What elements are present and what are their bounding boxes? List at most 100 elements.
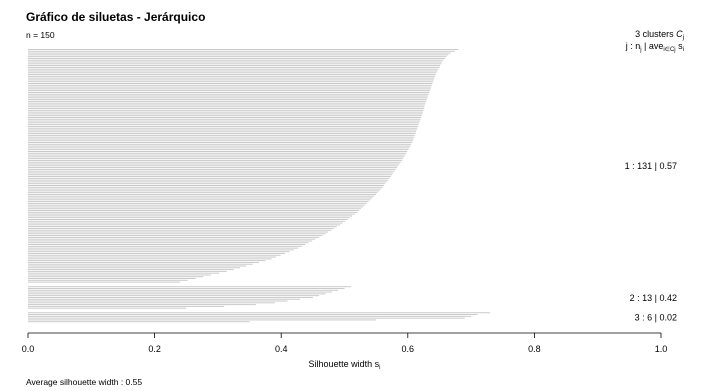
silhouette-bar-c1-40	[28, 118, 421, 120]
x-tick-label-4: 0.6	[402, 344, 415, 354]
silhouette-bar-c1-125	[28, 270, 227, 272]
silhouette-bar-c2-11	[28, 304, 256, 306]
silhouette-bar-c1-65	[28, 163, 400, 165]
silhouette-bar-c1-56	[28, 147, 410, 149]
silhouette-bar-c1-26	[28, 93, 429, 95]
silhouette-bar-c1-20	[28, 83, 433, 84]
silhouette-bar-c1-123	[28, 267, 241, 269]
silhouette-bar-c1-64	[28, 161, 401, 163]
silhouette-bar-c1-8	[28, 61, 442, 63]
silhouette-bar-c1-127	[28, 274, 211, 276]
cluster-legend: 1 : 131 | 0.57 2 : 13 | 0.42 3 : 6 | 0.02 3…	[625, 29, 684, 323]
silhouette-bar-c1-98	[28, 222, 343, 224]
chart-title: Gráfico de siluetas - Jerárquico	[26, 10, 206, 24]
silhouette-bar-c1-57	[28, 149, 409, 151]
silhouette-bar-c1-9	[28, 63, 442, 65]
silhouette-bar-c3-1	[28, 312, 491, 314]
silhouette-bar-c1-67	[28, 167, 398, 169]
cluster-label-3: 3 : 6 | 0.02	[635, 313, 677, 323]
silhouette-bar-c1-36	[28, 111, 423, 113]
silhouette-bar-c1-27	[28, 95, 429, 97]
silhouette-bar-c1-28	[28, 97, 428, 99]
silhouette-bar-c2-13	[28, 307, 187, 309]
silhouette-bar-c1-77	[28, 184, 384, 186]
silhouette-bar-c2-9	[28, 300, 288, 302]
silhouette-bar-c1-78	[28, 186, 383, 188]
silhouette-bar-c1-4	[28, 54, 449, 56]
silhouette-bar-c1-48	[28, 133, 416, 135]
silhouette-bar-c1-68	[28, 168, 396, 170]
silhouette-bar-c1-96	[28, 218, 348, 220]
silhouette-bar-c1-88	[28, 204, 365, 206]
silhouette-bar-c1-59	[28, 152, 407, 154]
legend-header-columns: j : nj | avei∈Cj si	[625, 41, 684, 53]
silhouette-bar-c1-32	[28, 104, 425, 106]
silhouette-bar-c1-82	[28, 193, 377, 195]
silhouette-bar-c1-105	[28, 235, 323, 237]
silhouette-bar-c3-3	[28, 315, 472, 317]
silhouette-bar-c1-76	[28, 183, 386, 185]
silhouette-bar-c1-50	[28, 136, 415, 138]
silhouette-bar-c2-10	[28, 302, 275, 304]
silhouette-bar-c1-106	[28, 236, 320, 238]
silhouette-bar-c1-121	[28, 263, 253, 265]
silhouette-bar-c1-108	[28, 240, 313, 242]
silhouette-bar-c1-79	[28, 188, 382, 190]
silhouette-bar-c1-47	[28, 131, 417, 133]
silhouette-bar-c1-107	[28, 238, 316, 240]
silhouette-bar-c1-10	[28, 65, 441, 67]
legend-header-clusters: 3 clusters Cj	[635, 29, 684, 41]
silhouette-bar-c1-12	[28, 68, 439, 70]
x-tick-label-2: 0.2	[148, 344, 161, 354]
silhouette-bar-c1-94	[28, 215, 353, 217]
silhouette-bar-c3-4	[28, 317, 465, 319]
silhouette-bar-c1-124	[28, 269, 234, 271]
silhouette-bar-c1-49	[28, 134, 415, 136]
silhouette-bar-c1-62	[28, 158, 403, 160]
silhouette-bar-c1-115	[28, 252, 285, 254]
silhouette-bar-c1-101	[28, 227, 334, 229]
silhouette-bar-c1-93	[28, 213, 355, 215]
silhouette-bar-c1-75	[28, 181, 387, 183]
silhouette-bar-c1-7	[28, 59, 444, 61]
silhouette-bar-c1-81	[28, 192, 378, 194]
silhouette-bar-c1-110	[28, 244, 306, 246]
silhouette-bar-c1-29	[28, 99, 427, 101]
x-axis-label: Silhouette width si	[309, 359, 381, 371]
silhouette-bar-c1-53	[28, 142, 413, 144]
silhouette-bar-c1-129	[28, 278, 196, 280]
silhouette-bar-c1-1	[28, 49, 459, 50]
silhouette-bar-c1-119	[28, 260, 266, 262]
silhouette-bar-c2-3	[28, 289, 339, 291]
silhouette-bar-c1-3	[28, 52, 451, 54]
silhouette-bar-c1-87	[28, 202, 367, 204]
silhouette-bar-c1-100	[28, 226, 337, 228]
silhouette-bar-c1-61	[28, 156, 404, 158]
silhouette-bar-c2-8	[28, 298, 301, 300]
silhouette-bar-c1-35	[28, 109, 424, 111]
silhouette-bar-c1-130	[28, 279, 188, 281]
silhouette-bar-c1-18	[28, 79, 434, 81]
silhouette-bar-c1-131	[28, 281, 180, 283]
silhouette-bar-c1-19	[28, 81, 434, 83]
silhouette-bar-c1-113	[28, 249, 294, 251]
silhouette-bar-c1-22	[28, 86, 432, 88]
chart-subtitle: n = 150	[26, 30, 55, 40]
silhouette-bar-c1-128	[28, 276, 204, 278]
silhouette-bar-c1-63	[28, 159, 403, 161]
silhouette-bar-c2-2	[28, 287, 345, 289]
silhouette-bar-c1-104	[28, 233, 326, 235]
silhouette-bar-c1-84	[28, 197, 373, 199]
silhouette-bar-c1-66	[28, 165, 399, 167]
silhouette-bar-c1-103	[28, 231, 329, 233]
silhouette-bar-c1-85	[28, 199, 371, 201]
x-tick-label-5: 0.8	[528, 344, 541, 354]
silhouette-bar-c1-23	[28, 88, 431, 90]
silhouette-bar-c1-73	[28, 177, 390, 179]
silhouette-bar-c1-17	[28, 77, 435, 79]
silhouette-bar-c1-24	[28, 90, 430, 92]
silhouette-bar-c1-83	[28, 195, 375, 197]
silhouette-bar-c1-37	[28, 113, 423, 115]
silhouette-bar-c1-34	[28, 108, 425, 110]
silhouette-bar-c1-122	[28, 265, 247, 267]
